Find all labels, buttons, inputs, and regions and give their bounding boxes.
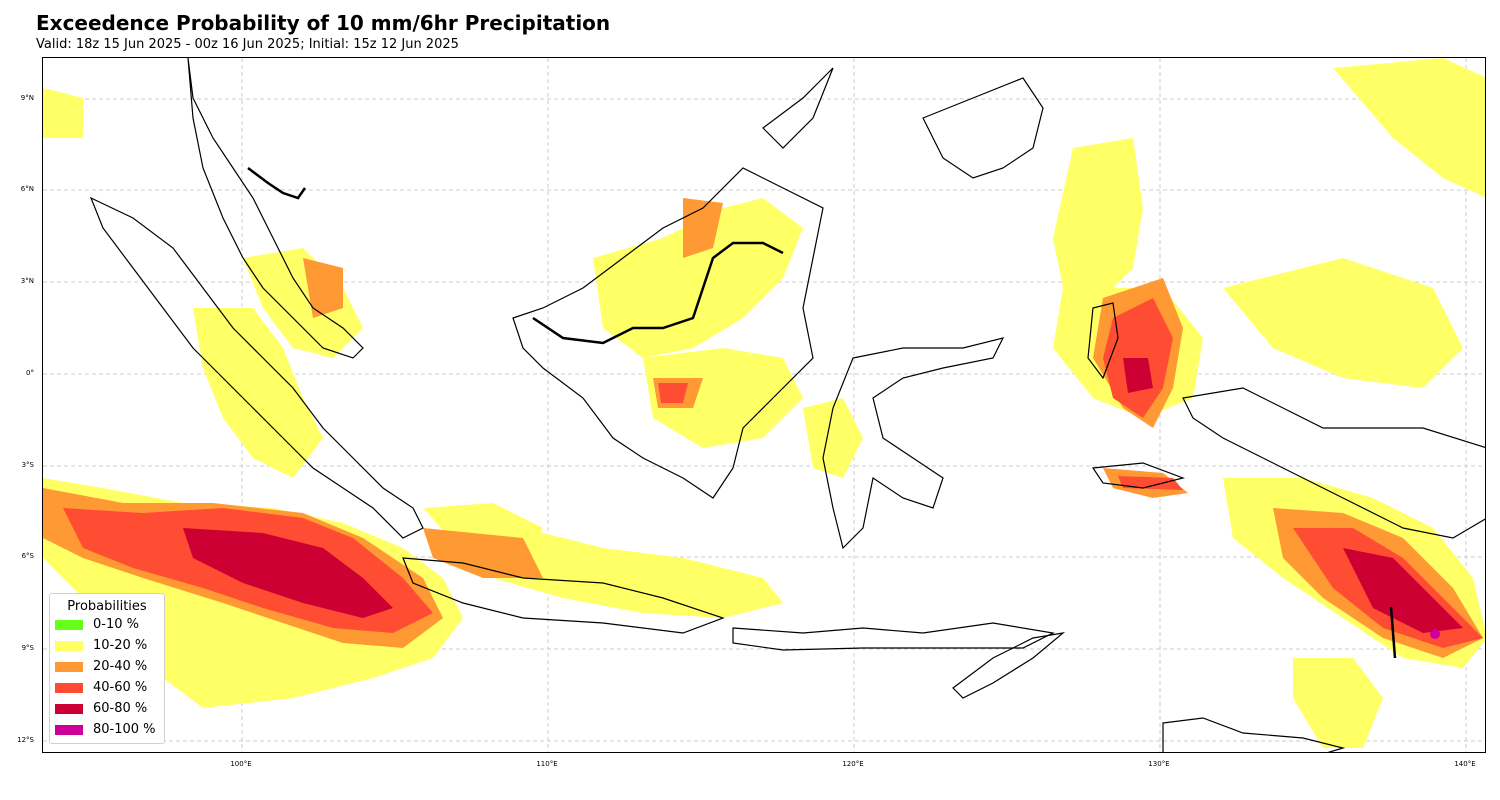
darkred-region-png (1343, 548, 1463, 633)
yellow-region-philippines-sea (1053, 138, 1143, 298)
coastlines (89, 58, 1485, 752)
orange-region-java-sea (423, 528, 543, 578)
coastline-sulawesi (822, 337, 1005, 550)
map-panel[interactable] (42, 57, 1486, 753)
red-region-borneo-c (658, 383, 688, 403)
darkred-region-sw-ocean (183, 528, 393, 618)
coastline-malay-peninsula (187, 58, 364, 359)
yellow-region-sumatra (193, 308, 323, 478)
prob-10-20-regions (43, 58, 1485, 748)
lon-label-140e: 140°E (1454, 760, 1476, 768)
legend-swatch-20-40 (55, 661, 83, 672)
lat-label-6s: 6°S (21, 552, 34, 560)
legend-swatch-0-10 (55, 619, 83, 630)
legend-swatch-10-20 (55, 640, 83, 651)
legend-title: Probabilities (67, 599, 147, 614)
coastline-java (402, 557, 725, 634)
legend-item: 10-20 % (50, 635, 164, 656)
legend-swatch-60-80 (55, 703, 83, 714)
legend-label: 10-20 % (93, 638, 148, 653)
lat-label-12s: 12°S (17, 736, 34, 744)
coastline-halmahera (1087, 302, 1119, 380)
red-region-banda (1118, 476, 1183, 490)
coastline-philippines (762, 67, 1044, 179)
border-png (1389, 606, 1397, 659)
coastline-australia-n (1162, 717, 1346, 752)
lon-label-130e: 130°E (1148, 760, 1170, 768)
legend-item: 0-10 % (50, 614, 164, 635)
darkred-region-moluccas (1123, 358, 1153, 393)
yellow-region-ne-pacific (1333, 58, 1485, 198)
lon-label-100e: 100°E (230, 760, 252, 768)
yellow-region-far-nw (43, 88, 83, 138)
border-thailand-malaysia (247, 167, 307, 200)
legend-item: 40-60 % (50, 677, 164, 698)
lat-label-9n: 9°N (20, 94, 34, 102)
lat-label-0: 0° (26, 369, 34, 377)
lat-label-3s: 3°S (21, 461, 34, 469)
yellow-region-timor-s (1293, 658, 1383, 748)
lat-label-3n: 3°N (20, 277, 34, 285)
coastline-new-guinea (1182, 387, 1485, 539)
chart-title: Exceedence Probability of 10 mm/6hr Prec… (36, 11, 611, 35)
yellow-region-malaya (243, 248, 363, 358)
legend-swatch-80-100 (55, 724, 83, 735)
legend-label: 0-10 % (93, 617, 139, 632)
orange-region-malaya (303, 258, 343, 318)
legend-label: 60-80 % (93, 701, 148, 716)
yellow-region-sulawesi-w (803, 398, 863, 478)
magenta-spot-png (1430, 629, 1440, 639)
legend-label: 80-100 % (93, 722, 156, 737)
lon-label-120e: 120°E (842, 760, 864, 768)
lon-label-110e: 110°E (536, 760, 558, 768)
borders (247, 167, 1397, 659)
legend: Probabilities 0-10 % 10-20 % 20-40 % 40-… (49, 593, 165, 744)
map-canvas (43, 58, 1485, 752)
yellow-region-borneo-n (593, 198, 803, 358)
chart-subtitle: Valid: 18z 15 Jun 2025 - 00z 16 Jun 2025… (36, 37, 459, 52)
prob-80-100-regions (1430, 629, 1440, 639)
prob-60-80-regions (183, 358, 1463, 633)
lat-label-6n: 6°N (20, 185, 34, 193)
coastline-seram (1091, 462, 1186, 489)
legend-swatch-40-60 (55, 682, 83, 693)
yellow-region-borneo-c (643, 348, 803, 448)
border-borneo (532, 241, 784, 345)
legend-label: 40-60 % (93, 680, 148, 695)
legend-label: 20-40 % (93, 659, 148, 674)
legend-item: 80-100 % (50, 719, 164, 740)
yellow-region-png-n (1223, 258, 1463, 388)
coastline-sumatra (89, 196, 424, 539)
legend-item: 60-80 % (50, 698, 164, 719)
coastline-timor (952, 632, 1066, 699)
coastline-lesser-sunda (732, 622, 1055, 651)
lat-label-9s: 9°S (21, 644, 34, 652)
coastline-borneo (512, 167, 824, 499)
legend-item: 20-40 % (50, 656, 164, 677)
